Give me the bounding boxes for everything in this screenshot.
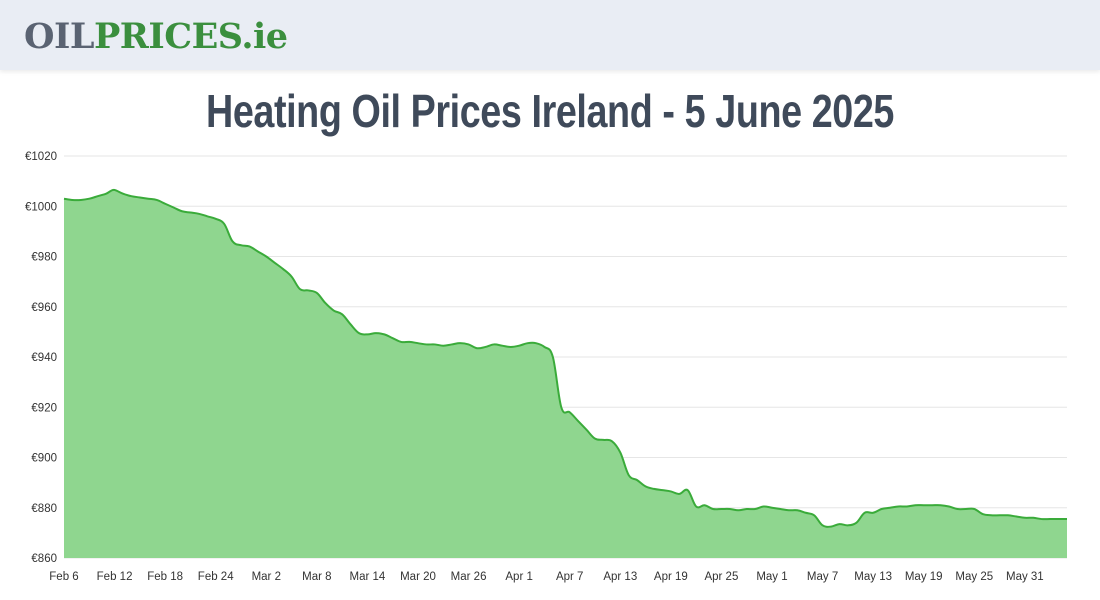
y-tick-label: €940 bbox=[31, 352, 57, 364]
y-axis: €1020 €1000 €980 €960 €940 €920 €900 €880 €860 bbox=[25, 151, 57, 565]
series-line bbox=[63, 188, 1067, 528]
x-tick-label: Feb 18 bbox=[147, 571, 183, 583]
series-area-fill bbox=[64, 189, 1067, 559]
x-tick-label: Mar 14 bbox=[350, 571, 386, 583]
x-tick-label: May 7 bbox=[807, 571, 838, 583]
x-tick-label: Apr 13 bbox=[603, 571, 637, 583]
x-tick-label: Apr 25 bbox=[704, 571, 738, 583]
site-logo[interactable]: OILPRICES.ie bbox=[24, 15, 288, 59]
logo-text-prices: PRICES bbox=[93, 16, 242, 57]
y-tick-label: €980 bbox=[31, 252, 57, 264]
x-tick-label: May 25 bbox=[955, 571, 993, 583]
x-tick-label: Mar 8 bbox=[302, 571, 331, 583]
x-tick-label: Mar 20 bbox=[400, 571, 436, 583]
logo-text-domain: .ie bbox=[241, 16, 288, 57]
y-tick-label: €1000 bbox=[25, 201, 57, 213]
x-tick-label: Apr 1 bbox=[505, 571, 533, 583]
x-tick-label: May 1 bbox=[756, 571, 787, 583]
site-header: OILPRICES.ie bbox=[0, 0, 1100, 70]
series-group bbox=[63, 188, 1067, 559]
logo-text-oil: OIL bbox=[24, 16, 94, 57]
y-tick-label: €880 bbox=[31, 503, 57, 515]
page-title: Heating Oil Prices Ireland - 5 June 2025 bbox=[205, 85, 895, 137]
x-tick-label: Feb 6 bbox=[49, 571, 78, 583]
y-tick-label: €900 bbox=[31, 453, 57, 465]
x-tick-label: May 13 bbox=[854, 571, 892, 583]
x-tick-label: Mar 26 bbox=[451, 571, 487, 583]
y-tick-label: €1020 bbox=[25, 151, 57, 163]
y-tick-label: €960 bbox=[31, 302, 57, 314]
x-tick-label: May 19 bbox=[905, 571, 943, 583]
x-tick-label: Apr 19 bbox=[654, 571, 688, 583]
x-axis: Feb 6 Feb 12 Feb 18 Feb 24 Mar 2 Mar 8 Mar 14 M… bbox=[49, 571, 1043, 583]
x-tick-label: May 31 bbox=[1006, 571, 1044, 583]
x-tick-label: Mar 2 bbox=[252, 571, 281, 583]
x-tick-label: Feb 24 bbox=[198, 571, 234, 583]
x-tick-label: Apr 7 bbox=[556, 571, 584, 583]
x-tick-label: Feb 12 bbox=[97, 571, 133, 583]
y-tick-label: €860 bbox=[31, 553, 57, 565]
y-tick-label: €920 bbox=[31, 402, 57, 414]
